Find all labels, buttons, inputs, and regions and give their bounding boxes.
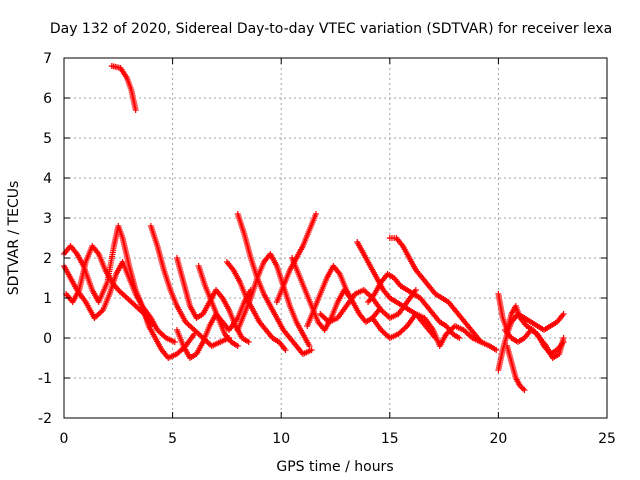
x-tick-label: 25 [598,431,616,447]
series-arc-a [108,63,139,113]
data-point [132,107,139,113]
series-arc-c [61,223,198,361]
series-arc-m [273,211,319,305]
data-point [234,343,241,349]
series-arc-h [195,263,241,349]
series-arc-s [369,311,500,353]
x-tick-label: 20 [489,431,507,447]
x-tick-label: 0 [60,431,69,447]
series-arc-d [63,243,154,329]
y-tick-label: 0 [43,331,52,347]
data-point [306,343,313,349]
x-tick-label: 5 [168,431,177,447]
data-point [560,339,567,345]
y-tick-label: 7 [43,51,52,67]
y-tick-label: 5 [43,131,52,147]
x-axis-label: GPS time / hours [276,459,393,475]
data-point [560,311,567,317]
axis-ticks: 0 5 10 15 20 25 -2 -1 0 1 2 3 4 5 6 7 [38,51,616,447]
y-axis-label: SDTVAR / TECUs [6,181,22,296]
y-tick-label: 3 [43,211,52,227]
data-point [456,335,463,341]
y-tick-label: -2 [38,411,52,427]
data-point [147,323,154,329]
data-point [493,347,500,353]
data-points [61,63,567,393]
data-point [282,347,289,353]
x-tick-label: 10 [272,431,290,447]
series-arc-j [223,259,289,353]
grid [64,58,607,418]
y-tick-label: -1 [38,371,52,387]
plot-frame [63,57,608,419]
chart-title: Day 132 of 2020, Sidereal Day-to-day VTE… [50,21,612,37]
y-tick-label: 1 [43,291,52,307]
series-arc-f [173,255,252,345]
y-tick-label: 2 [43,251,52,267]
series-arc-o [317,287,419,325]
x-tick-label: 15 [381,431,399,447]
data-point [312,211,319,217]
series-arc-v [504,343,528,393]
y-tick-label: 6 [43,91,52,107]
data-point [245,339,252,345]
series-arc-b [61,259,178,345]
data-point [521,387,528,393]
data-point [308,347,315,353]
series-arc-k [234,251,313,349]
data-point [171,339,178,345]
series-arc-n [304,263,382,329]
series-arc-w [501,327,567,357]
y-tick-label: 4 [43,171,52,187]
